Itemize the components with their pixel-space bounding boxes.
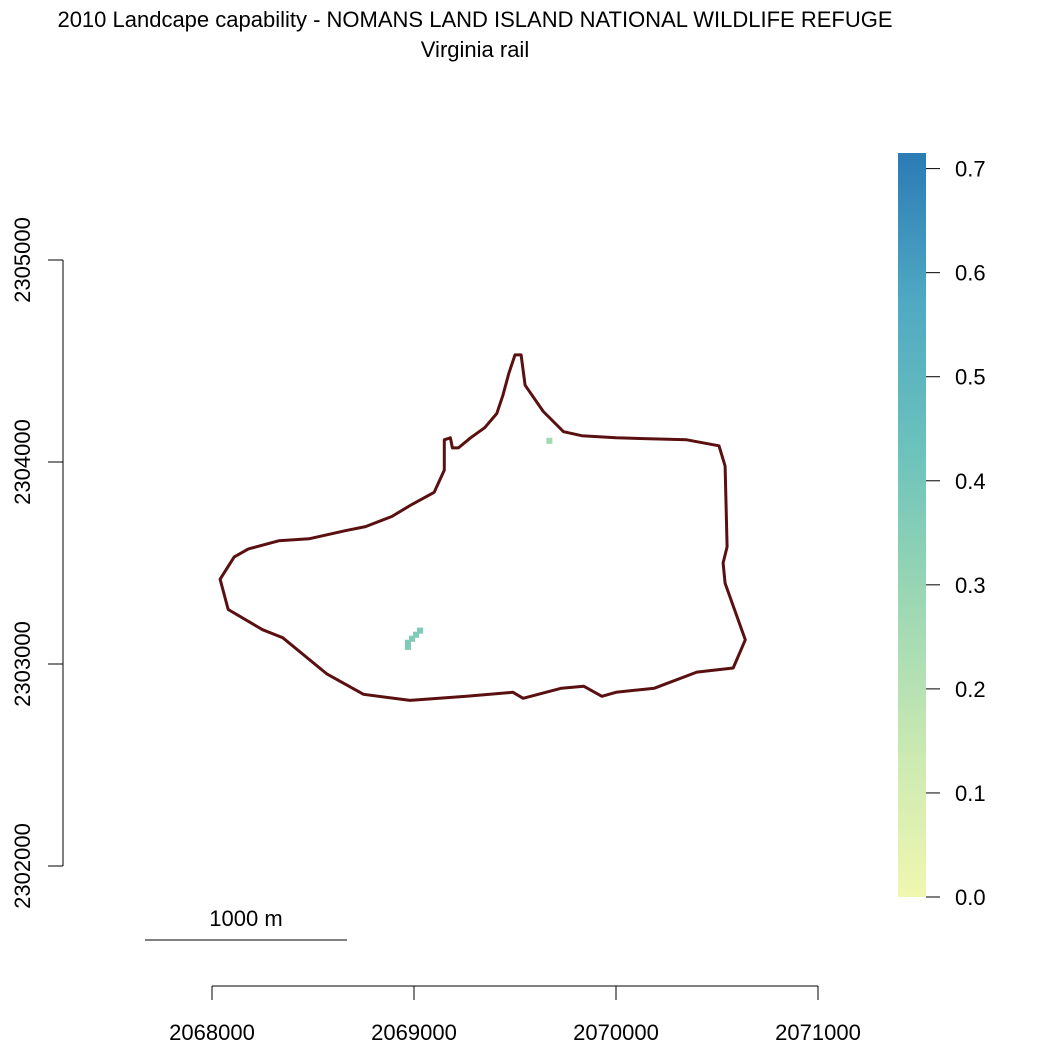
colorbar-tick-label: 0.3 [955,573,986,598]
colorbar-tick-label: 0.4 [955,469,986,494]
raster-cells [404,437,553,650]
y-tick-label: 2302000 [10,823,35,909]
x-tick-label: 2068000 [169,1020,255,1045]
x-tick-label: 2071000 [775,1020,861,1045]
x-axis: 2068000 2069000 2070000 2071000 [169,985,861,1045]
colorbar-tick-label: 0.7 [955,157,986,182]
raster-cell [409,635,416,642]
colorbar-tick-label: 0.5 [955,365,986,390]
raster-cell [417,627,424,634]
colorbar-ticks: 0.0 0.1 0.2 0.3 0.4 0.5 0.6 0.7 [926,157,986,910]
colorbar: 0.0 0.1 0.2 0.3 0.4 0.5 0.6 0.7 [898,153,986,910]
raster-cell [404,639,411,646]
x-tick-label: 2069000 [371,1020,457,1045]
raster-cell [413,631,420,638]
colorbar-ramp [898,153,926,897]
y-axis: 2302000 2303000 2304000 2305000 [10,217,64,909]
colorbar-tick-label: 0.0 [955,885,986,910]
y-tick-label: 2304000 [10,419,35,505]
scale-bar-label: 1000 m [209,906,282,931]
y-tick-label: 2303000 [10,621,35,707]
x-tick-label: 2070000 [573,1020,659,1045]
map-title: 2010 Landcape capability - NOMANS LAND I… [57,7,892,32]
y-tick-label: 2305000 [10,217,35,303]
colorbar-tick-label: 0.6 [955,261,986,286]
map-subtitle: Virginia rail [421,37,529,62]
island-boundary [218,353,747,702]
colorbar-tick-label: 0.2 [955,677,986,702]
raster-cell [546,437,553,444]
raster-cell [404,643,411,650]
scale-bar: 1000 m [145,906,347,941]
colorbar-tick-label: 0.1 [955,781,986,806]
